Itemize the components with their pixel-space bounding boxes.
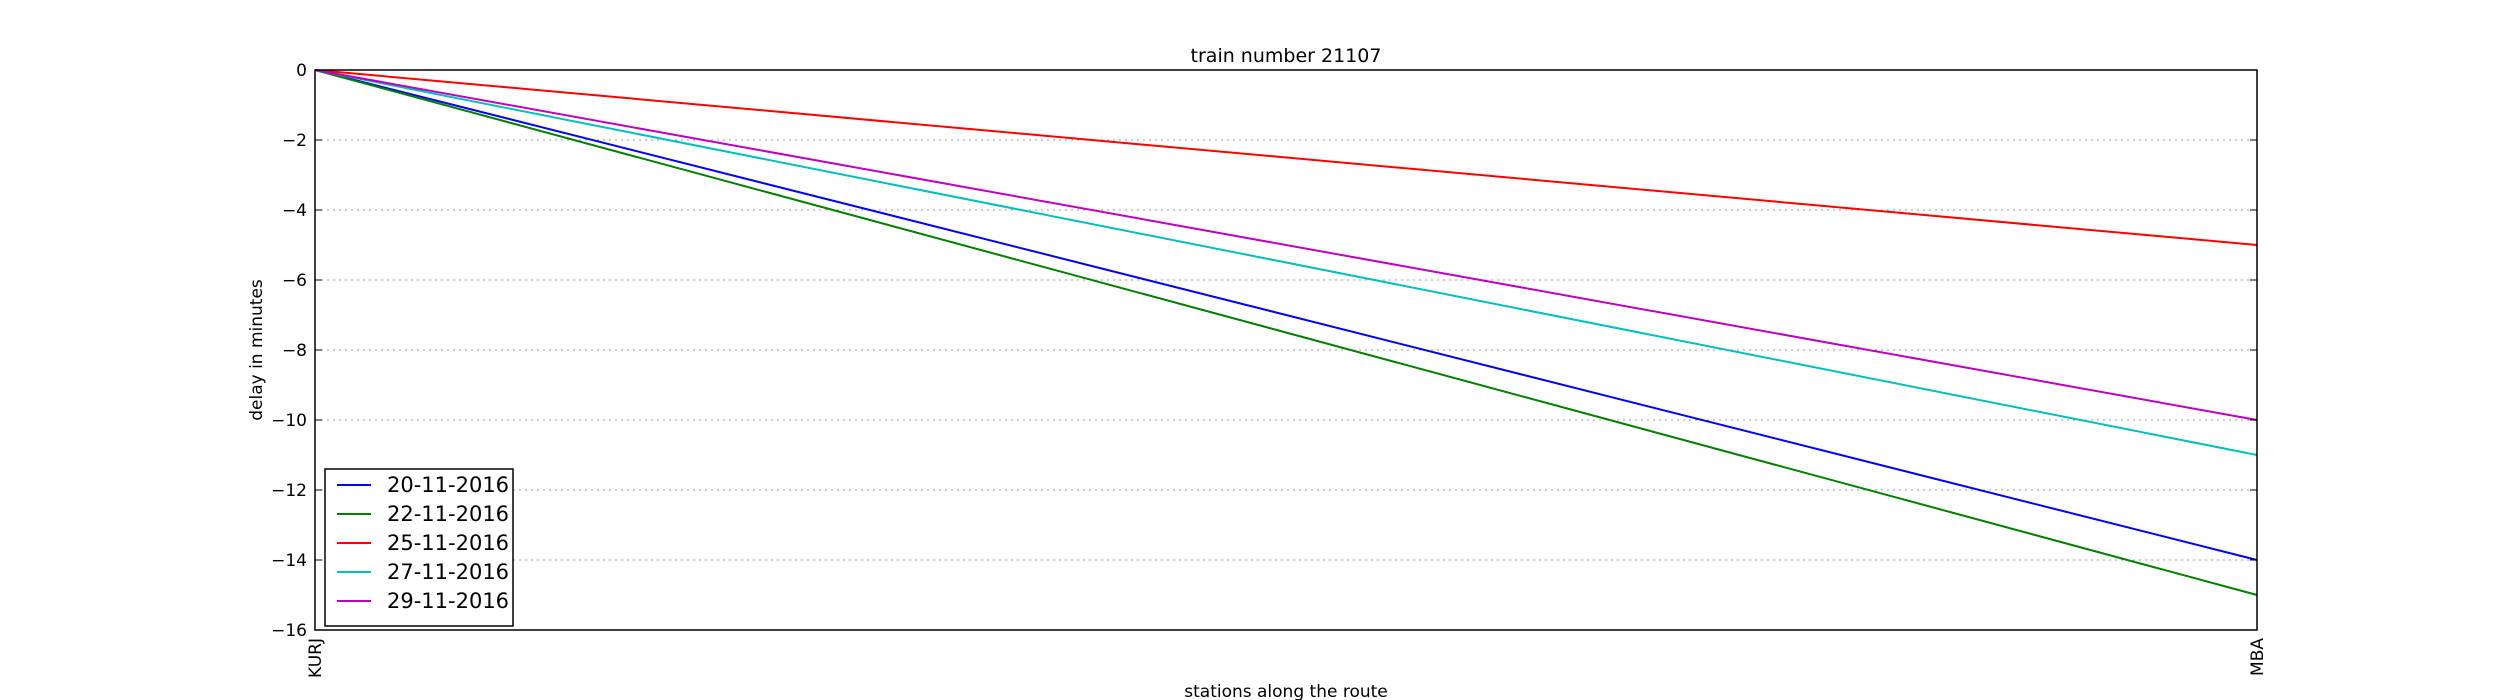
- y-tick-label: −8: [282, 341, 307, 361]
- y-tick-label: −12: [271, 481, 307, 501]
- x-tick-label: MBA: [2248, 638, 2268, 676]
- series-line-25-11-2016: [314, 69, 2258, 246]
- legend-label: 20-11-2016: [387, 473, 509, 497]
- legend-box: [324, 468, 514, 627]
- y-tick-label: −16: [271, 621, 307, 641]
- legend: 20-11-2016 22-11-2016 25-11-2016 27-11-2016…: [324, 468, 514, 627]
- y-tick-label: −6: [282, 271, 307, 291]
- x-tick-layer: KURJ MBA: [306, 70, 2268, 678]
- y-tick-label: −2: [282, 131, 307, 151]
- x-tick-label: KURJ: [306, 638, 326, 678]
- series-line-29-11-2016: [314, 69, 2258, 421]
- chart-title: train number 21107: [1191, 45, 1382, 67]
- series-line-27-11-2016: [314, 69, 2258, 456]
- legend-label: 27-11-2016: [387, 560, 509, 584]
- legend-label: 29-11-2016: [387, 589, 509, 613]
- y-tick-label: −14: [271, 551, 307, 571]
- grid-layer: [315, 139, 2257, 561]
- y-tick-label: −4: [282, 201, 307, 221]
- series-layer: [314, 69, 2258, 596]
- y-tick-layer: 0 −2 −4 −6 −8 −10 −12 −14 −16: [271, 61, 2257, 641]
- legend-label: 22-11-2016: [387, 502, 509, 526]
- y-tick-label: 0: [296, 61, 307, 81]
- series-line-20-11-2016: [314, 69, 2258, 561]
- series-line-22-11-2016: [314, 69, 2258, 596]
- y-axis-label: delay in minutes: [247, 279, 267, 421]
- y-tick-label: −10: [271, 411, 307, 431]
- x-axis-label: stations along the route: [1184, 682, 1388, 700]
- legend-label: 25-11-2016: [387, 531, 509, 555]
